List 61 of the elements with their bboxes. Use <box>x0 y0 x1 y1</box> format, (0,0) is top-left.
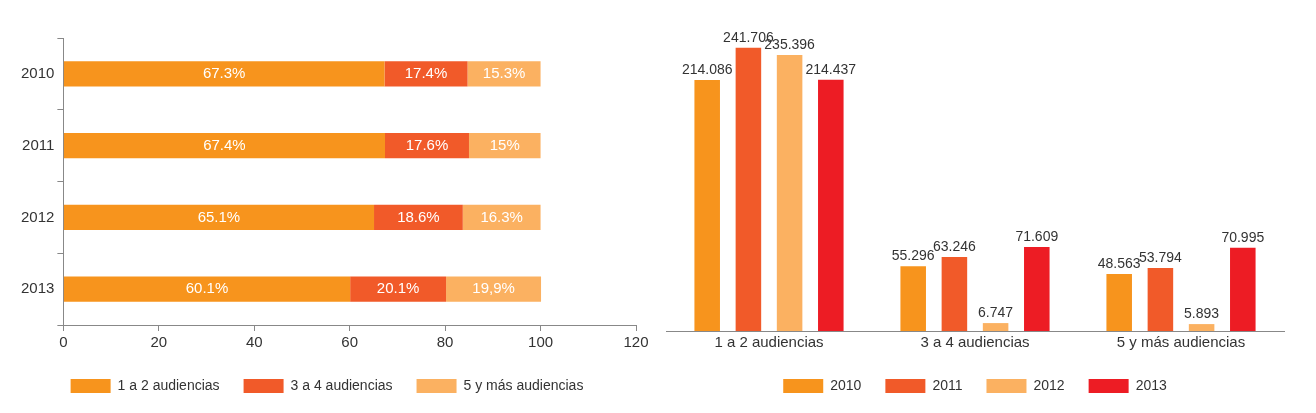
data-label: 55.296 <box>891 247 935 264</box>
y-tick-label: 2012 <box>20 207 55 225</box>
legend-label: 2011 <box>932 376 963 393</box>
y-tick-label: 2011 <box>22 135 55 153</box>
data-label: 6.747 <box>978 303 1014 320</box>
bar <box>1188 324 1215 331</box>
bar <box>735 47 762 331</box>
x-tick-label: 5 y más audiencias <box>1116 333 1246 351</box>
legend-label: 2010 <box>830 376 862 393</box>
bar <box>446 276 542 302</box>
data-label: 5.893 <box>1184 304 1220 321</box>
bar <box>63 61 385 87</box>
x-tick-label: 20 <box>150 333 168 351</box>
bar <box>900 266 926 331</box>
data-label: 60.1% <box>185 279 229 297</box>
bar <box>384 61 468 87</box>
bar <box>63 204 375 230</box>
data-label: 17.6% <box>405 135 449 153</box>
bar <box>1106 274 1132 331</box>
data-label: 67.3% <box>202 64 246 82</box>
bar <box>63 276 351 302</box>
x-tick-label: 0 <box>59 333 68 351</box>
x-tick-label: 80 <box>436 333 454 351</box>
legend-label: 5 y más audiencias <box>463 376 584 393</box>
data-label: 15% <box>489 135 520 153</box>
x-tick-label: 1 a 2 audiencias <box>714 333 824 351</box>
legend-label: 1 a 2 audiencias <box>117 376 220 393</box>
legend-label: 3 a 4 audiencias <box>290 376 393 393</box>
bar <box>350 276 447 302</box>
bar <box>941 256 968 331</box>
x-tick-label: 120 <box>623 333 649 351</box>
x-tick-label: 3 a 4 audiencias <box>920 333 1030 351</box>
data-label: 65.1% <box>197 207 241 225</box>
data-label: 67.4% <box>203 135 246 153</box>
legend-label: 2013 <box>1135 376 1167 393</box>
data-label: 16.3% <box>480 207 523 225</box>
bar <box>1230 247 1256 331</box>
bar <box>468 133 541 159</box>
bar <box>1024 247 1050 331</box>
data-label: 48.563 <box>1097 254 1141 271</box>
bar <box>776 55 803 331</box>
data-label: 70.995 <box>1221 228 1265 245</box>
bar <box>818 79 844 331</box>
data-label: 18.6% <box>397 207 440 225</box>
bar <box>63 133 385 159</box>
bar <box>694 80 720 331</box>
y-tick-label: 2013 <box>20 279 55 297</box>
data-label: 19,9% <box>472 279 515 297</box>
x-tick-label: 40 <box>245 333 263 351</box>
bar <box>982 323 1009 331</box>
x-tick-label: 60 <box>341 333 359 351</box>
data-label: 71.609 <box>1015 227 1059 244</box>
data-label: 214.086 <box>681 60 733 77</box>
y-tick-label: 2010 <box>20 64 55 82</box>
x-tick-label: 100 <box>528 333 554 351</box>
legend-label: 2012 <box>1033 376 1065 393</box>
data-label: 20.1% <box>376 279 420 297</box>
data-label: 15.3% <box>482 64 526 82</box>
data-label: 214.437 <box>805 60 857 77</box>
data-label: 17.4% <box>404 64 448 82</box>
bar <box>1147 267 1174 331</box>
